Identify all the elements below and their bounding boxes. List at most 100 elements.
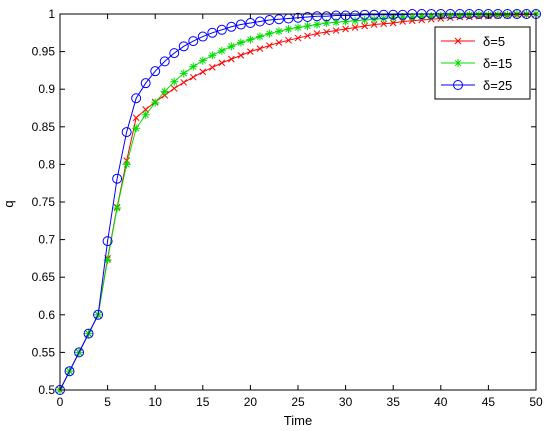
data-point — [350, 10, 361, 21]
data-point — [351, 16, 360, 25]
y-tick-label: 0.75 — [32, 195, 56, 209]
x-tick-label: 30 — [339, 395, 353, 409]
data-point — [216, 24, 227, 35]
data-point — [208, 64, 216, 71]
data-point — [427, 12, 436, 21]
y-tick-label: 0.9 — [38, 82, 55, 96]
data-point — [361, 22, 368, 30]
data-point — [380, 20, 388, 28]
x-tick-label: 10 — [149, 395, 163, 409]
data-point — [321, 11, 332, 22]
data-point — [131, 93, 142, 104]
data-point — [198, 56, 207, 65]
data-point — [397, 9, 408, 20]
data-point — [159, 56, 170, 67]
data-point — [340, 10, 351, 21]
y-tick-label: 0.85 — [32, 120, 56, 134]
legend-marker — [453, 80, 463, 90]
x-tick-label: 45 — [482, 395, 496, 409]
data-point — [417, 12, 426, 21]
data-point — [132, 124, 141, 133]
data-point — [140, 78, 151, 89]
data-point — [360, 16, 369, 25]
data-point — [169, 48, 180, 59]
data-point — [255, 32, 264, 41]
data-point — [285, 36, 292, 44]
data-point — [246, 35, 255, 44]
data-point — [369, 9, 380, 20]
data-point — [264, 15, 275, 26]
data-point — [197, 31, 208, 42]
data-point — [503, 10, 512, 19]
data-point — [74, 347, 85, 358]
data-point — [256, 45, 264, 52]
data-point — [303, 22, 312, 31]
y-tick-label: 0.5 — [38, 383, 55, 397]
data-point — [359, 9, 370, 20]
data-point — [199, 68, 207, 76]
data-point — [378, 9, 389, 20]
y-tick-label: 1 — [48, 7, 55, 21]
data-point — [83, 328, 94, 339]
data-point — [170, 85, 178, 92]
data-point — [323, 28, 330, 36]
legend: δ=5 δ=15 δ=25 — [434, 26, 531, 100]
data-point — [122, 160, 131, 169]
legend-entry: δ=15 — [441, 56, 512, 71]
data-point — [208, 51, 217, 60]
data-point — [113, 204, 122, 213]
legend-label: δ=5 — [483, 34, 505, 49]
data-point — [150, 66, 161, 77]
data-point — [93, 309, 104, 320]
data-point — [302, 12, 313, 23]
y-tick-label: 0.95 — [32, 45, 56, 59]
data-point — [388, 9, 399, 20]
data-point — [236, 38, 245, 47]
data-point — [313, 20, 322, 29]
data-point — [312, 11, 323, 22]
data-point — [331, 10, 342, 21]
x-tick-label: 40 — [434, 395, 448, 409]
data-point — [64, 366, 75, 377]
data-point — [102, 236, 113, 247]
legend-marker — [454, 59, 462, 67]
data-point — [465, 10, 474, 19]
data-point — [284, 25, 293, 34]
x-tick-label: 35 — [387, 395, 401, 409]
data-point — [493, 10, 502, 19]
data-point — [474, 10, 483, 19]
data-point — [304, 32, 311, 40]
data-point — [218, 59, 226, 67]
data-point — [228, 55, 235, 63]
data-point — [274, 27, 283, 36]
data-point — [207, 27, 218, 38]
plot-area — [55, 9, 541, 395]
legend-marker — [454, 37, 462, 45]
x-axis-label: Time — [284, 413, 312, 428]
data-point — [294, 23, 302, 32]
data-point — [247, 48, 254, 55]
x-tick-label: 0 — [57, 395, 64, 409]
y-axis-label: q — [1, 200, 16, 207]
data-point — [266, 42, 273, 49]
legend-label: δ=15 — [483, 56, 512, 71]
x-tick-label: 5 — [104, 395, 111, 409]
data-point — [254, 16, 265, 27]
data-point — [188, 36, 199, 47]
series-2 — [56, 10, 540, 394]
data-point — [342, 25, 349, 33]
data-point — [151, 98, 160, 107]
y-tick-label: 0.55 — [32, 345, 56, 359]
data-point — [112, 173, 123, 184]
data-point — [235, 19, 246, 30]
y-tick-label: 0.65 — [32, 270, 56, 284]
y-tick-label: 0.6 — [38, 308, 55, 322]
legend-label: δ=25 — [483, 78, 512, 93]
data-point — [141, 110, 150, 119]
data-point — [293, 12, 303, 23]
data-point — [180, 79, 188, 86]
data-point — [313, 30, 321, 37]
data-point — [294, 34, 302, 42]
data-point — [179, 69, 188, 78]
